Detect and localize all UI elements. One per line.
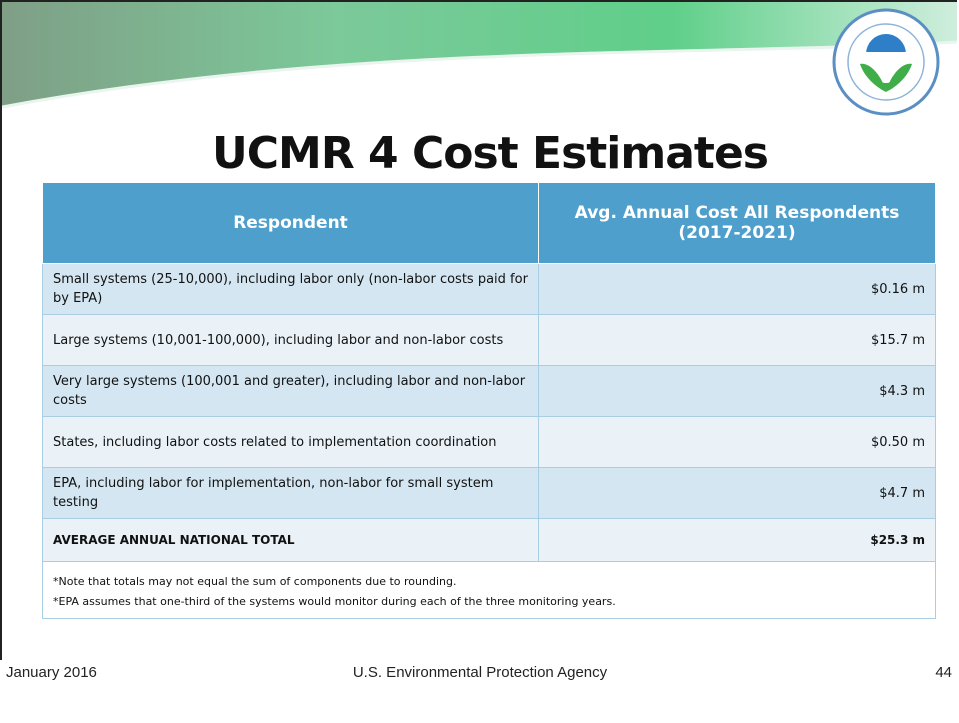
table-row: Small systems (25-10,000), including lab…: [42, 263, 936, 315]
total-row: AVERAGE ANNUAL NATIONAL TOTAL $25.3 m: [42, 518, 936, 562]
cost-cell: $0.16 m: [538, 263, 936, 315]
table-row: EPA, including labor for implementation,…: [42, 467, 936, 519]
note: *Note that totals may not equal the sum …: [53, 575, 457, 588]
cost-cell: $15.7 m: [538, 314, 936, 366]
note: *EPA assumes that one-third of the syste…: [53, 595, 616, 608]
table-row: Large systems (10,001-100,000), includin…: [42, 314, 936, 366]
page-number: 44: [935, 664, 952, 681]
epa-logo: [832, 8, 940, 116]
footer-agency: U.S. Environmental Protection Agency: [352, 664, 608, 681]
respondent-cell: Large systems (10,001-100,000), includin…: [42, 314, 539, 366]
total-label: AVERAGE ANNUAL NATIONAL TOTAL: [42, 518, 539, 562]
slide-frame: [0, 0, 957, 660]
table-row: Very large systems (100,001 and greater)…: [42, 365, 936, 417]
notes-cell: *Note that totals may not equal the sum …: [42, 561, 936, 619]
notes-row: *Note that totals may not equal the sum …: [42, 561, 936, 619]
respondent-cell: Small systems (25-10,000), including lab…: [42, 263, 539, 315]
respondent-cell: EPA, including labor for implementation,…: [42, 467, 539, 519]
column-header: Avg. Annual Cost All Respondents (2017-2…: [538, 182, 936, 264]
banner: [2, 2, 957, 109]
cost-table: Respondent Avg. Annual Cost All Responde…: [42, 182, 936, 619]
slide-title: UCMR 4 Cost Estimates: [212, 128, 769, 179]
column-header: Respondent: [42, 182, 539, 264]
respondent-cell: Very large systems (100,001 and greater)…: [42, 365, 539, 417]
total-value: $25.3 m: [538, 518, 936, 562]
respondent-cell: States, including labor costs related to…: [42, 416, 539, 468]
cost-cell: $4.3 m: [538, 365, 936, 417]
cost-cell: $4.7 m: [538, 467, 936, 519]
cost-cell: $0.50 m: [538, 416, 936, 468]
footer-date: January 2016: [6, 664, 97, 681]
table-row: States, including labor costs related to…: [42, 416, 936, 468]
